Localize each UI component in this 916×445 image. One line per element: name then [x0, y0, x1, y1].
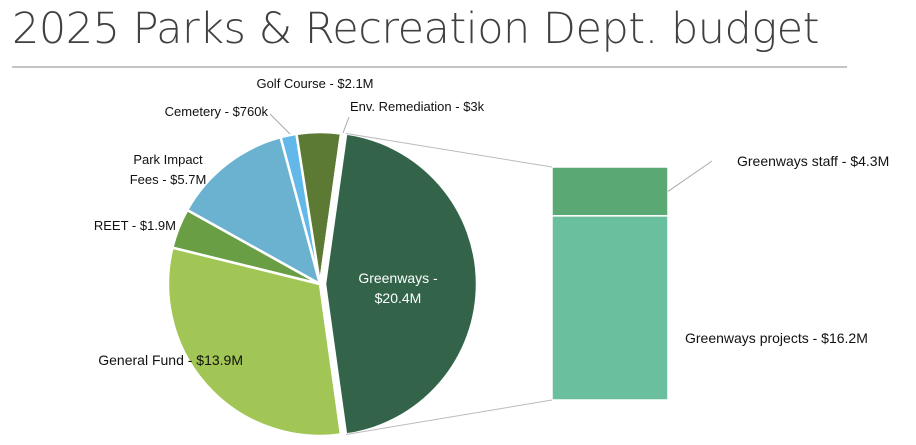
slice-label: Golf Course - $2.1M: [256, 76, 374, 91]
slice-label: REET - $1.9M: [93, 218, 176, 233]
slice-label: Env. Remediation - $3k: [350, 99, 485, 114]
slice-label: Greenways - $20.4M: [358, 270, 438, 306]
pie-slice: [166, 246, 343, 438]
breakdown-label: Greenways projects - $16.2M: [685, 330, 868, 346]
leader-line: [342, 116, 350, 134]
slice-label: Park Impact Fees - $5.7M: [129, 152, 207, 187]
slice-label: General Fund - $13.9M: [98, 352, 243, 368]
slice-label: Cemetery - $760k: [164, 104, 268, 119]
leader-line: [667, 160, 713, 192]
pie-slice: [323, 132, 479, 436]
connector-line: [345, 399, 553, 436]
pie-slice: [318, 132, 343, 285]
breakdown-label: Greenways staff - $4.3M: [737, 153, 890, 169]
chart-title: 2025 Parks & Recreation Dept. budget: [12, 4, 819, 54]
breakdown-bar: [551, 215, 669, 401]
leader-line: [269, 113, 291, 135]
pie-slice: [185, 135, 322, 287]
connector-line: [346, 132, 553, 168]
breakdown-bar: [551, 166, 669, 217]
